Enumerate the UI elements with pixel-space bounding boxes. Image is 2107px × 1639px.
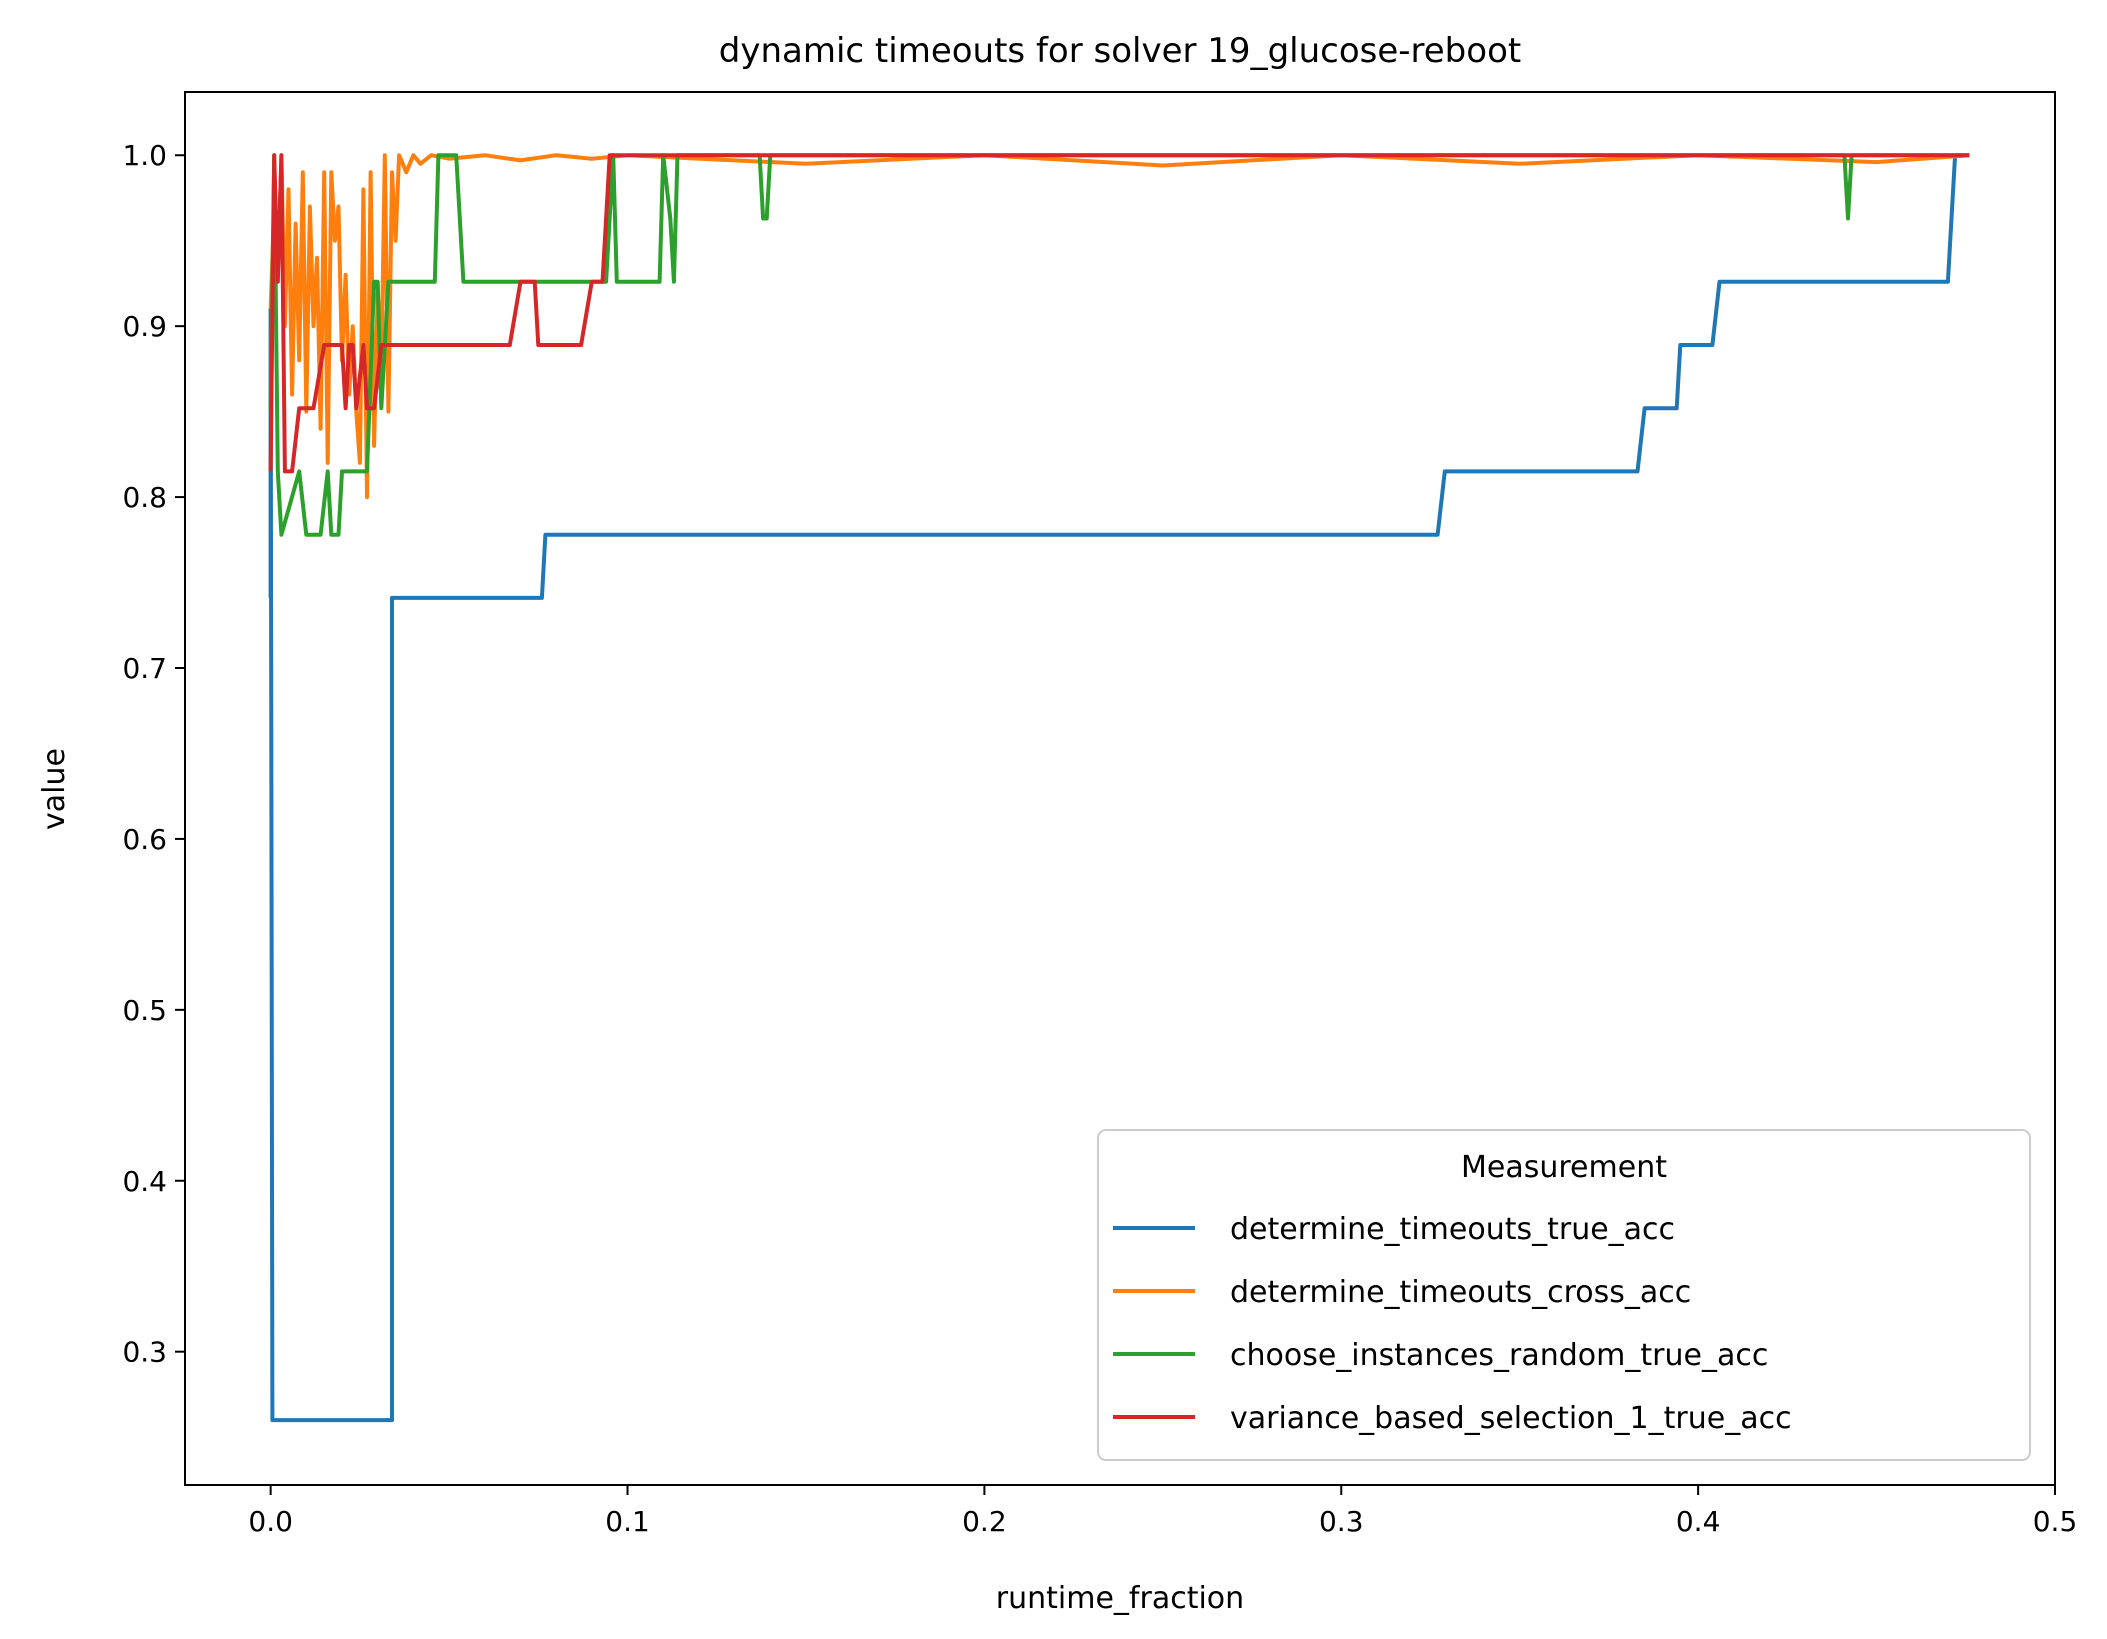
chart-title: dynamic timeouts for solver 19_glucose-r… xyxy=(719,31,1521,71)
legend-box xyxy=(1097,1129,2031,1461)
y-axis-title: value xyxy=(37,748,72,830)
x-axis: 0.0 0.1 0.2 0.3 0.4 0.5 xyxy=(248,1485,2077,1538)
x-tick-label: 0.3 xyxy=(1319,1505,1364,1538)
y-tick-label: 0.9 xyxy=(122,310,167,343)
legend-label: determine_timeouts_true_acc xyxy=(1230,1212,1675,1247)
x-tick-label: 0.5 xyxy=(2033,1505,2078,1538)
plot-frame xyxy=(184,91,2056,1486)
legend-label: choose_instances_random_true_acc xyxy=(1230,1338,1768,1373)
legend-label: determine_timeouts_cross_acc xyxy=(1230,1275,1691,1310)
y-tick-label: 1.0 xyxy=(122,139,167,172)
x-axis-title: runtime_fraction xyxy=(996,1581,1244,1616)
series-line-variance_based_selection_1_true_acc xyxy=(268,153,1970,474)
y-tick-label: 0.7 xyxy=(122,652,167,685)
series-line-choose_instances_random_true_acc xyxy=(268,153,1970,537)
series-line-determine_timeouts_cross_acc xyxy=(268,153,1970,500)
series-line-determine_timeouts_true_acc xyxy=(268,155,1958,1423)
legend-entries: determine_timeouts_true_acc determine_tim… xyxy=(1113,1212,1792,1436)
series-layer xyxy=(268,153,1970,1423)
y-tick-label: 0.3 xyxy=(122,1336,167,1369)
x-tick-label: 0.0 xyxy=(248,1505,293,1538)
legend: Measurement determine_timeouts_true_accd… xyxy=(1097,1129,2031,1461)
x-tick-label: 0.2 xyxy=(962,1505,1007,1538)
y-tick-label: 0.8 xyxy=(122,481,167,514)
legend-label: variance_based_selection_1_true_acc xyxy=(1230,1401,1792,1436)
y-tick-label: 0.4 xyxy=(122,1165,167,1198)
legend-title: Measurement xyxy=(1461,1150,1667,1185)
y-axis: 0.3 0.4 0.5 0.6 0.7 0.8 0.9 1.0 xyxy=(122,139,185,1369)
x-tick-label: 0.4 xyxy=(1676,1505,1721,1538)
y-tick-label: 0.5 xyxy=(122,994,167,1027)
x-tick-label: 0.1 xyxy=(605,1505,650,1538)
y-tick-label: 0.6 xyxy=(122,823,167,856)
